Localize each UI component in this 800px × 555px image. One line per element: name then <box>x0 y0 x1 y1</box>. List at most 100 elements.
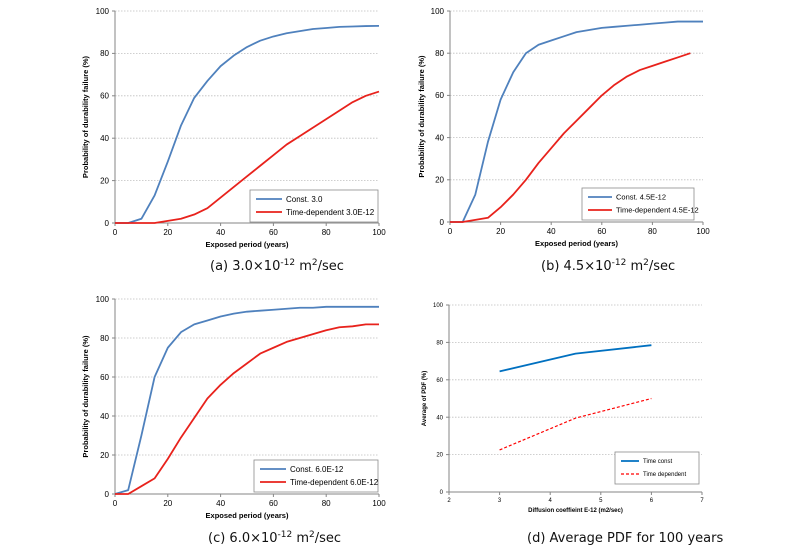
panel-caption: (c) 6.0×10-12 m2/sec <box>208 530 341 546</box>
y-tick-label: 40 <box>436 415 443 421</box>
series-line-0 <box>450 20 703 223</box>
y-tick-label: 0 <box>105 219 110 228</box>
caption-superscript: 2 <box>643 258 649 268</box>
x-tick-label: 100 <box>372 228 386 237</box>
legend-label: Const. 6.0E-12 <box>290 465 344 474</box>
x-tick-label: 7 <box>700 498 704 504</box>
x-tick-label: 20 <box>163 499 172 508</box>
caption-text: m <box>295 259 312 274</box>
chart-a: 0 20 40 60 80 100 0 20 40 60 80 100 Exposed period (… <box>81 7 386 274</box>
x-tick-label: 60 <box>269 499 278 508</box>
y-tick-label: 20 <box>435 176 444 185</box>
x-tick-label: 80 <box>322 228 331 237</box>
caption-superscript: -12 <box>278 530 293 540</box>
y-tick-label: 20 <box>100 451 109 460</box>
series-line-0 <box>499 344 652 373</box>
y-axis-label: Average of PDF (%) <box>422 371 428 426</box>
caption-text: /sec <box>318 259 344 274</box>
y-tick-label: 60 <box>100 92 109 101</box>
series-line-1 <box>115 90 380 224</box>
x-axis-label: Exposed period (years) <box>535 239 618 248</box>
caption-text: (b) 4.5×10 <box>541 259 612 274</box>
caption-text: (d) Average PDF for 100 years <box>527 531 723 546</box>
legend-label: Time-dependent 3.0E-12 <box>286 208 375 217</box>
caption-text: (c) 6.0×10 <box>208 531 278 546</box>
y-tick-label: 40 <box>100 134 109 143</box>
legend-label: Time-dependent 6.0E-12 <box>290 478 379 487</box>
y-tick-label: 60 <box>100 373 109 382</box>
x-tick-label: 6 <box>650 498 654 504</box>
caption-text: m <box>292 531 309 546</box>
panel-caption: (b) 4.5×10-12 m2/sec <box>541 258 675 274</box>
y-tick-label: 60 <box>435 91 444 100</box>
legend-box <box>253 459 379 493</box>
series-line-1 <box>499 397 652 451</box>
legend-label: Const. 3.0 <box>286 195 323 204</box>
caption-superscript: 2 <box>309 530 315 540</box>
legend-box <box>614 451 700 485</box>
x-tick-label: 100 <box>696 227 710 236</box>
y-tick-label: 60 <box>436 378 443 384</box>
x-tick-label: 0 <box>448 227 453 236</box>
y-tick-label: 40 <box>435 133 444 142</box>
y-tick-label: 80 <box>435 49 444 58</box>
legend-box <box>581 187 695 221</box>
legend-label: Time const <box>643 459 672 465</box>
x-tick-label: 3 <box>498 498 502 504</box>
caption-text: (a) 3.0×10 <box>210 259 280 274</box>
series-line-0 <box>115 24 380 224</box>
y-axis-label: Probability of durability failure (%) <box>81 55 90 178</box>
caption-superscript: -12 <box>280 258 295 268</box>
x-tick-label: 40 <box>216 228 225 237</box>
y-tick-label: 100 <box>96 7 110 16</box>
y-tick-label: 100 <box>96 295 110 304</box>
x-axis-label: Exposed period (years) <box>206 240 289 249</box>
y-tick-label: 100 <box>433 303 444 309</box>
y-tick-label: 80 <box>100 334 109 343</box>
series-line-0 <box>114 305 379 495</box>
y-tick-label: 20 <box>436 453 443 459</box>
caption-superscript: 2 <box>312 258 318 268</box>
x-tick-label: 20 <box>496 227 505 236</box>
series-line-1 <box>115 323 379 495</box>
y-tick-label: 100 <box>431 7 445 16</box>
legend-label: Const. 4.5E-12 <box>616 193 666 202</box>
x-tick-label: 60 <box>269 228 278 237</box>
x-tick-label: 100 <box>372 499 386 508</box>
legend-label: Time-dependent 4.5E-12 <box>616 206 699 215</box>
chart-c: 0 20 40 60 80 100 0 20 40 60 80 100 Exposed period (… <box>81 295 386 546</box>
x-tick-label: 5 <box>599 498 603 504</box>
x-tick-label: 20 <box>163 228 172 237</box>
x-axis-label: Exposed period (years) <box>206 511 289 520</box>
x-tick-label: 40 <box>547 227 556 236</box>
legend-label: Time dependent <box>643 472 686 478</box>
panel-caption: (d) Average PDF for 100 years <box>527 531 723 546</box>
legend-box <box>249 189 379 223</box>
y-tick-label: 80 <box>100 49 109 58</box>
caption-text: /sec <box>649 259 675 274</box>
x-tick-label: 2 <box>447 498 451 504</box>
x-tick-label: 80 <box>648 227 657 236</box>
y-axis-label: Probability of durability failure (%) <box>81 335 90 458</box>
chart-b: 0 20 40 60 80 100 0 20 40 60 80 100 Exposed period (… <box>417 7 710 274</box>
x-tick-label: 4 <box>549 498 553 504</box>
chart-d: 0 20 40 60 80 100 2 3 4 5 6 7 Diffusion coeffieint E… <box>422 303 723 546</box>
caption-text: /sec <box>315 531 341 546</box>
x-tick-label: 40 <box>216 499 225 508</box>
series-line-1 <box>450 52 691 223</box>
y-tick-label: 20 <box>100 176 109 185</box>
y-tick-label: 40 <box>100 412 109 421</box>
x-axis-label: Diffusion coeffieint E-12 (m2/sec) <box>528 508 623 514</box>
y-axis-label: Probability of durability failure (%) <box>417 55 426 178</box>
x-tick-label: 0 <box>113 499 118 508</box>
x-tick-label: 0 <box>113 228 118 237</box>
y-tick-label: 0 <box>440 218 445 227</box>
y-tick-label: 0 <box>440 490 444 496</box>
panel-caption: (a) 3.0×10-12 m2/sec <box>210 258 344 274</box>
x-tick-label: 60 <box>597 227 606 236</box>
y-tick-label: 0 <box>105 490 110 499</box>
caption-superscript: -12 <box>612 258 627 268</box>
x-tick-label: 80 <box>322 499 331 508</box>
